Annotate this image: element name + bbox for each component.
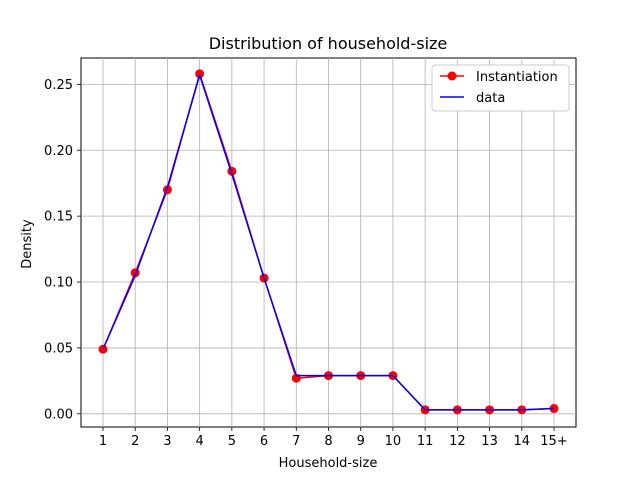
series-layer xyxy=(98,69,559,415)
x-tick-label: 9 xyxy=(357,434,365,449)
x-tick-label: 12 xyxy=(449,434,466,449)
y-tick-label: 0.20 xyxy=(44,144,73,159)
y-tick-label: 0.05 xyxy=(44,341,73,356)
y-tick-label: 0.25 xyxy=(44,78,73,93)
legend: Instantiation data xyxy=(431,64,570,112)
legend-label-instantiation: Instantiation xyxy=(476,70,558,85)
x-tick-label: 8 xyxy=(324,434,332,449)
x-tick-label: 14 xyxy=(514,434,531,449)
y-axis-ticks: 0.00 0.05 0.10 0.15 0.20 0.25 xyxy=(44,78,81,422)
series-line-data xyxy=(102,74,555,411)
x-tick-label: 4 xyxy=(196,434,204,449)
x-axis-ticks: 1 2 3 4 5 6 7 8 9 10 11 12 13 14 15+ xyxy=(99,427,568,449)
y-tick-label: 0.15 xyxy=(44,210,73,225)
chart-title: Distribution of household-size xyxy=(209,34,448,53)
plot-area: 1 2 3 4 5 6 7 8 9 10 11 12 13 14 15+ 0.000.050.100.150… xyxy=(44,57,577,449)
x-tick-label: 3 xyxy=(163,434,171,449)
x-tick-label: 5 xyxy=(228,434,236,449)
x-tick-label: 11 xyxy=(417,434,434,449)
grid-lines xyxy=(81,58,576,427)
y-tick-label: 0.00 xyxy=(44,407,73,422)
data-point-instantiation xyxy=(195,69,205,79)
x-tick-label: 10 xyxy=(385,434,402,449)
legend-box xyxy=(431,64,570,112)
x-tick-label: 6 xyxy=(260,434,268,449)
y-axis-label: Density xyxy=(20,219,35,269)
x-tick-label: 15+ xyxy=(540,434,567,449)
x-tick-label: 2 xyxy=(131,434,139,449)
x-axis-label: Household-size xyxy=(279,456,378,471)
x-tick-label: 7 xyxy=(292,434,300,449)
x-tick-label: 13 xyxy=(481,434,498,449)
legend-swatch-instantiation-marker xyxy=(447,71,457,81)
legend-label-data: data xyxy=(476,91,505,106)
x-tick-label: 1 xyxy=(99,434,107,449)
y-tick-label: 0.10 xyxy=(44,276,73,291)
